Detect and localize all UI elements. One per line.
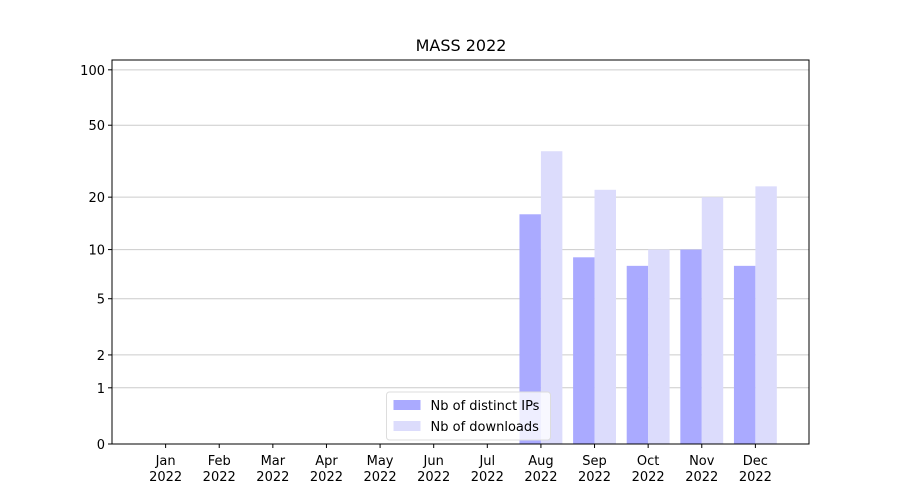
x-tick-label: Mar 2022	[256, 454, 289, 485]
x-tick-label: Apr 2022	[310, 454, 343, 485]
axes-frame	[111, 59, 810, 445]
bar	[733, 265, 756, 444]
y-tick-label: 100	[80, 64, 105, 79]
x-tick-label: Nov 2022	[685, 454, 718, 485]
x-tick-label: Feb 2022	[203, 454, 236, 485]
bar	[594, 189, 616, 444]
y-tick-label: 1	[97, 382, 105, 397]
y-tick-label: 10	[88, 244, 105, 259]
bar	[680, 249, 702, 444]
legend-box	[386, 391, 551, 441]
bar	[519, 214, 541, 444]
bar	[648, 249, 670, 444]
bar	[701, 197, 724, 444]
x-tick-label: May 2022	[364, 454, 397, 485]
bar	[573, 257, 595, 444]
bar	[755, 186, 777, 444]
x-tick-label: Jul 2022	[471, 454, 504, 485]
x-tick-label: Jan 2022	[149, 454, 182, 485]
chart-title: MASS 2022	[416, 36, 507, 55]
x-tick-label: Oct 2022	[632, 454, 665, 485]
legend: Nb of distinct IPs Nb of downloads	[386, 391, 551, 441]
y-tick-label: 50	[88, 119, 105, 134]
x-tick-label: Sep 2022	[578, 454, 611, 485]
legend-label: Nb of distinct IPs	[431, 399, 540, 414]
y-tick-label: 20	[88, 191, 105, 206]
x-tick-label: Jun 2022	[417, 454, 450, 485]
bar	[626, 265, 649, 444]
legend-swatch	[393, 421, 421, 431]
bar	[540, 151, 563, 444]
y-tick-label: 5	[97, 293, 105, 308]
legend-swatch	[393, 400, 421, 410]
legend-label: Nb of downloads	[431, 420, 540, 435]
x-tick-label: Aug 2022	[524, 454, 557, 485]
x-tick-label: Dec 2022	[739, 454, 772, 485]
y-tick-label: 0	[97, 438, 105, 453]
y-tick-label: 2	[97, 349, 105, 364]
